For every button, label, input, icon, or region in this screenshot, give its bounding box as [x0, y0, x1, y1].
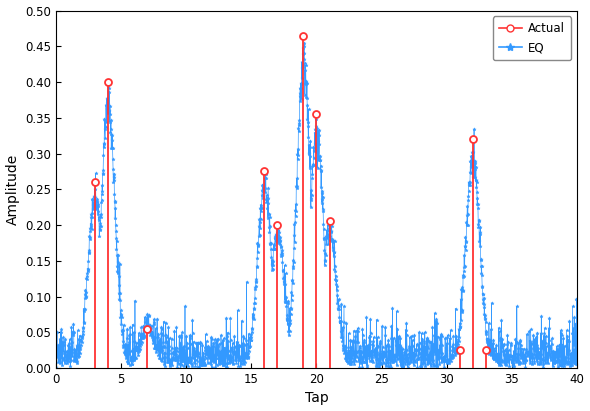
X-axis label: Tap: Tap	[304, 391, 329, 405]
Legend: Actual, EQ: Actual, EQ	[493, 16, 571, 60]
Y-axis label: Amplitude: Amplitude	[5, 154, 19, 225]
